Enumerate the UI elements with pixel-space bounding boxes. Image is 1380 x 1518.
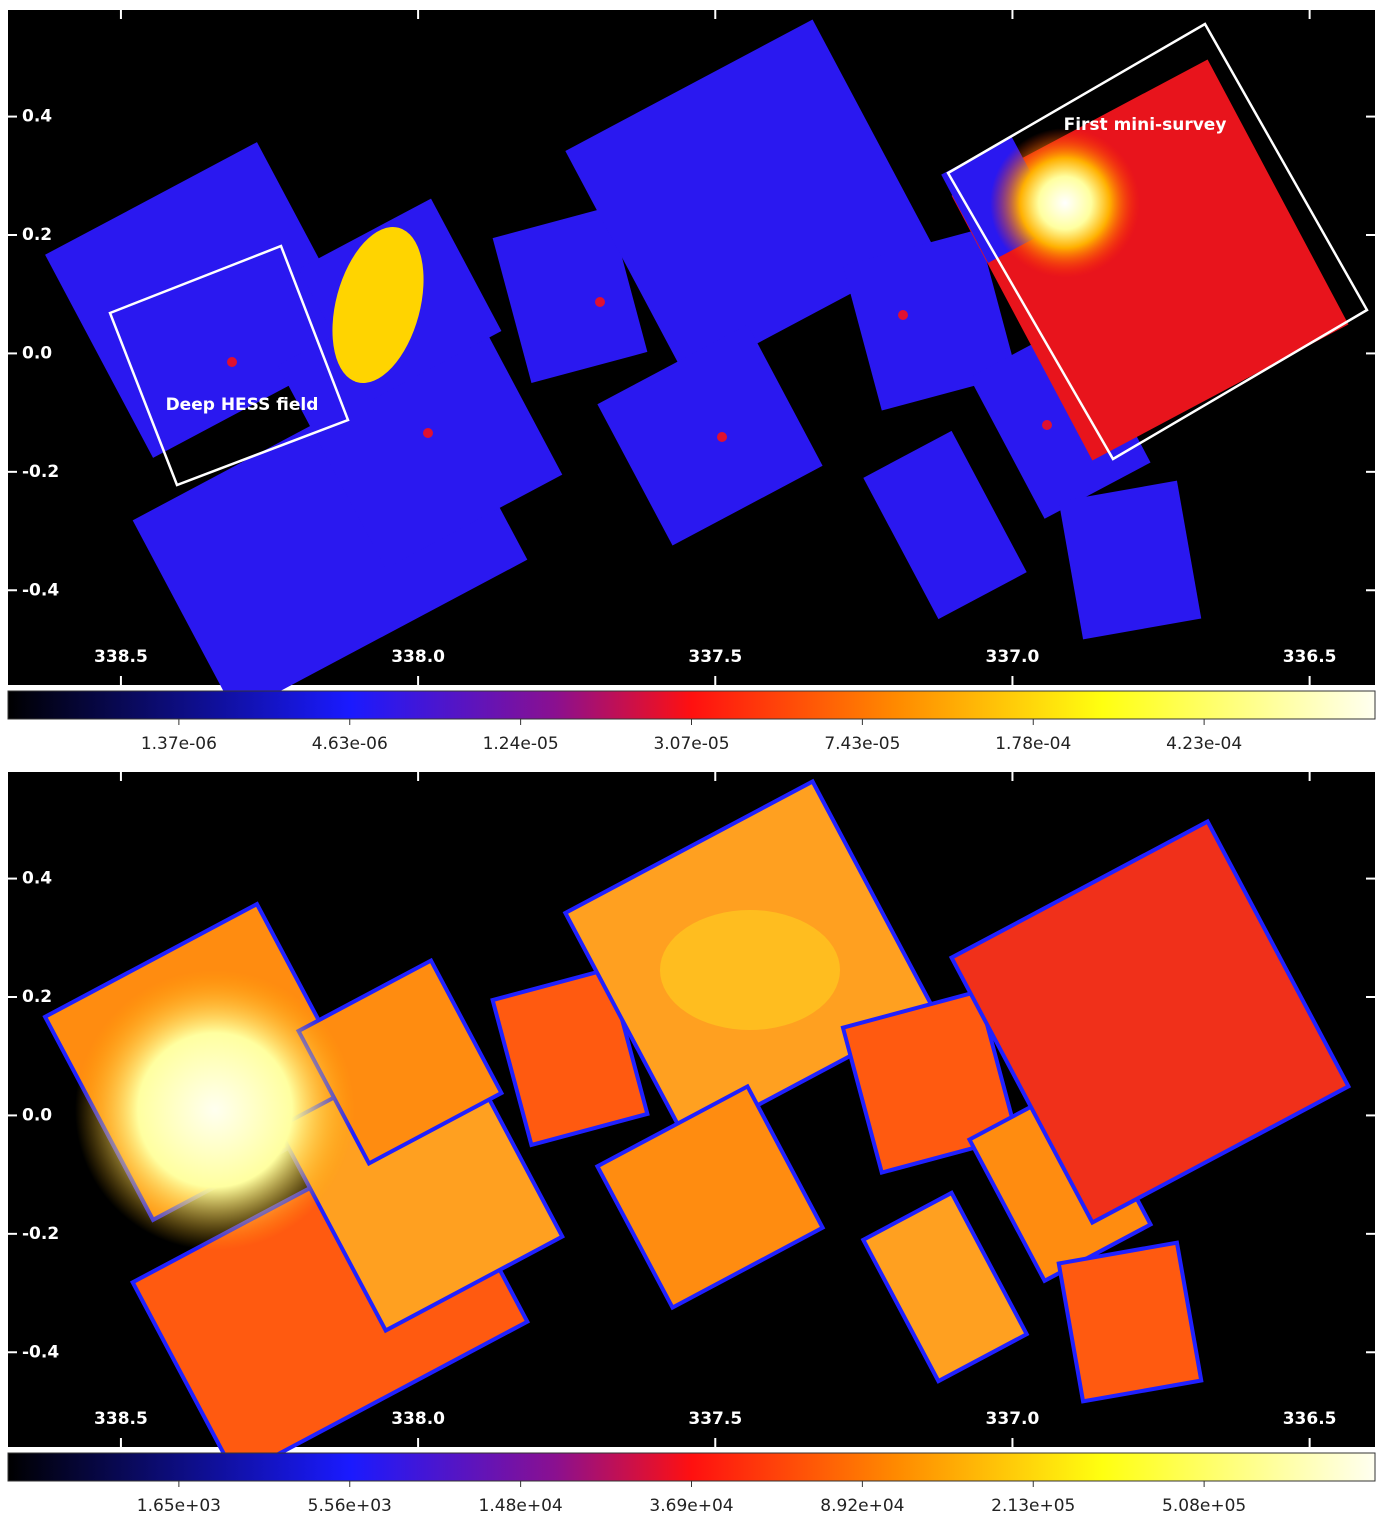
colorbar-tick-label: 1.65e+03 — [137, 1496, 221, 1516]
point-source — [717, 432, 727, 442]
point-source — [595, 297, 605, 307]
x-tick-label: 337.0 — [986, 647, 1040, 667]
x-tick-label: 338.5 — [94, 647, 148, 667]
y-tick-label: -0.4 — [22, 1342, 59, 1362]
point-source — [227, 357, 237, 367]
y-tick-label: 0.2 — [22, 225, 52, 245]
point-source — [1042, 420, 1052, 430]
colorbar-tick-label: 2.13e+05 — [991, 1496, 1075, 1516]
x-tick-label: 338.0 — [391, 647, 445, 667]
deep-exposure — [660, 910, 840, 1030]
x-tick-label: 338.5 — [94, 1409, 148, 1429]
colorbar — [8, 1453, 1375, 1481]
x-tick-label: 336.5 — [1283, 647, 1337, 667]
deep-exposure — [75, 970, 355, 1250]
colorbar-tick-label: 3.69e+04 — [649, 1496, 733, 1516]
y-tick-label: 0.4 — [22, 869, 52, 889]
exposure-tile — [1059, 1243, 1201, 1402]
y-tick-label: 0.4 — [22, 107, 52, 127]
point-source — [898, 310, 908, 320]
x-tick-label: 337.5 — [688, 1409, 742, 1429]
colorbar — [8, 691, 1375, 719]
colorbar-tick-label: 8.92e+04 — [820, 1496, 904, 1516]
colorbar-tick-label: 1.24e-05 — [483, 734, 559, 754]
colorbar-tick-label: 1.48e+04 — [479, 1496, 563, 1516]
colorbar-tick-label: 1.78e-04 — [995, 734, 1071, 754]
y-tick-label: 0.0 — [22, 343, 52, 363]
y-tick-label: -0.2 — [22, 1224, 59, 1244]
colorbar-tick-label: 5.08e+05 — [1162, 1496, 1246, 1516]
panel: 338.5 338.0 337.5 337.0 336.5 0.4 0.2 0.0 -0.2 -0… — [8, 772, 1375, 1516]
y-tick-label: -0.4 — [22, 580, 59, 600]
figure: 338.5 338.0 337.5 337.0 336.5 0.4 0.2 0.0 -0.2 -0… — [0, 0, 1380, 1518]
exposure-tile — [1059, 481, 1201, 640]
colorbar-tick-label: 3.07e-05 — [653, 734, 729, 754]
colorbar-tick-label: 4.23e-04 — [1166, 734, 1242, 754]
x-tick-label: 337.5 — [688, 647, 742, 667]
colorbar-tick-label: 4.63e-06 — [312, 734, 388, 754]
point-source — [423, 428, 433, 438]
colorbar-tick-label: 7.43e-05 — [824, 734, 900, 754]
x-tick-label: 338.0 — [391, 1409, 445, 1429]
bright-source — [990, 128, 1140, 278]
colorbar-tick-label: 1.37e-06 — [141, 734, 217, 754]
y-tick-label: 0.0 — [22, 1105, 52, 1125]
y-tick-label: 0.2 — [22, 987, 52, 1007]
annotation: Deep HESS field — [166, 395, 319, 415]
colorbar-tick-label: 5.56e+03 — [308, 1496, 392, 1516]
annotation: First mini-survey — [1064, 115, 1227, 135]
x-tick-label: 336.5 — [1283, 1409, 1337, 1429]
y-tick-label: -0.2 — [22, 462, 59, 482]
x-tick-label: 337.0 — [986, 1409, 1040, 1429]
